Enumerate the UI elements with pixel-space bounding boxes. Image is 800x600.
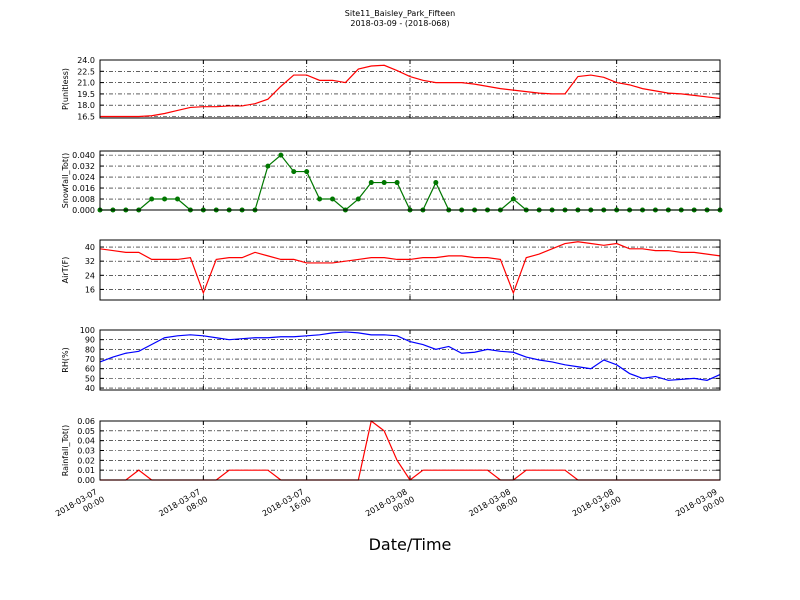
y-tick-label: 24.0 bbox=[77, 56, 95, 65]
y-axis-label: P(unitless) bbox=[61, 68, 70, 110]
y-tick-label: 0.01 bbox=[77, 466, 95, 475]
y-tick-label: 100 bbox=[80, 326, 95, 335]
data-point bbox=[265, 163, 271, 169]
y-tick-label: 0.040 bbox=[72, 151, 95, 160]
data-point bbox=[433, 180, 439, 186]
chart-subtitle: 2018-03-09 - (2018-068) bbox=[350, 19, 449, 28]
y-tick-label: 60 bbox=[85, 365, 95, 374]
data-point bbox=[291, 169, 297, 175]
y-tick-label: 22.5 bbox=[77, 67, 95, 76]
x-axis-label: Date/Time bbox=[369, 535, 452, 554]
data-point bbox=[368, 180, 374, 186]
y-axis-label: RH(%) bbox=[61, 347, 70, 372]
data-point bbox=[162, 196, 168, 202]
chart-title: Site11_Baisley_Park_Fifteen bbox=[345, 9, 455, 18]
y-tick-label: 0.00 bbox=[77, 476, 95, 485]
plot-frame bbox=[99, 329, 721, 391]
data-point bbox=[278, 152, 284, 158]
y-tick-label: 0.016 bbox=[72, 184, 95, 193]
x-tick-label: 2018-03-07 00:00 bbox=[54, 486, 106, 527]
x-tick-label: 2018-03-09 00:00 bbox=[674, 486, 726, 527]
y-tick-label: 21.0 bbox=[77, 79, 95, 88]
y-tick-label: 0.04 bbox=[77, 437, 95, 446]
y-tick-label: 0.000 bbox=[72, 206, 95, 215]
data-line bbox=[99, 241, 721, 295]
y-tick-label: 0.008 bbox=[72, 195, 95, 204]
y-tick-label: 0.03 bbox=[77, 447, 95, 456]
x-tick-label: 2018-03-08 00:00 bbox=[364, 486, 416, 527]
y-tick-label: 0.02 bbox=[77, 456, 95, 465]
plot-frame bbox=[99, 150, 721, 211]
y-tick-label: 24 bbox=[85, 271, 95, 280]
data-line bbox=[100, 64, 721, 118]
y-tick-label: 70 bbox=[85, 355, 95, 364]
y-axis-label: Rainfall_Tot() bbox=[61, 425, 70, 477]
y-tick-label: 50 bbox=[85, 374, 95, 383]
plot-frame bbox=[99, 420, 721, 481]
data-point bbox=[394, 180, 400, 186]
y-tick-label: 80 bbox=[85, 345, 95, 354]
data-point bbox=[304, 169, 310, 175]
plot-frame bbox=[99, 59, 721, 119]
y-tick-label: 32 bbox=[85, 257, 95, 266]
data-line bbox=[99, 331, 721, 381]
data-point bbox=[175, 196, 180, 202]
data-point bbox=[355, 196, 361, 202]
y-tick-label: 0.06 bbox=[77, 417, 95, 426]
y-axis-label: AirT(F) bbox=[61, 257, 70, 284]
y-tick-label: 90 bbox=[85, 336, 95, 345]
y-axis-label: Snowfall_Tot() bbox=[61, 153, 70, 209]
x-tick-label: 2018-03-07 16:00 bbox=[261, 486, 313, 527]
y-tick-label: 40 bbox=[85, 384, 95, 393]
data-point bbox=[149, 196, 155, 202]
x-tick-label: 2018-03-07 08:00 bbox=[157, 486, 209, 527]
data-point bbox=[381, 180, 387, 186]
data-point bbox=[317, 196, 323, 202]
y-tick-label: 0.024 bbox=[72, 173, 95, 182]
plot-frame bbox=[99, 239, 721, 301]
y-tick-label: 19.5 bbox=[77, 90, 95, 99]
x-tick-label: 2018-03-08 08:00 bbox=[467, 486, 519, 527]
y-tick-label: 16 bbox=[85, 285, 95, 294]
y-tick-label: 16.5 bbox=[77, 112, 95, 121]
y-tick-label: 18.0 bbox=[77, 101, 95, 110]
data-point bbox=[510, 196, 516, 202]
y-tick-label: 0.032 bbox=[72, 162, 95, 171]
y-tick-label: 40 bbox=[85, 243, 95, 252]
y-tick-label: 0.05 bbox=[77, 427, 95, 436]
x-tick-label: 2018-03-08 16:00 bbox=[571, 486, 623, 527]
data-point bbox=[330, 196, 335, 202]
